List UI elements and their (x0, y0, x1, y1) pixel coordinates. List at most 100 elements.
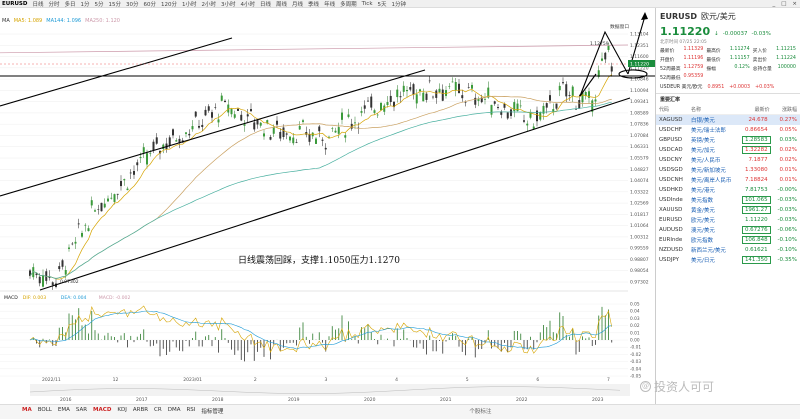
y-tick-label: 1.11600 (630, 54, 649, 60)
toolbar-item[interactable]: 周线 (276, 1, 288, 8)
x-tick-label: 5 (466, 377, 469, 383)
toolbar-item[interactable]: Tick (361, 0, 373, 7)
rate-pct: 0.27% (779, 117, 797, 123)
rate-row[interactable]: EURInde 欧元指数 106.848 -0.10% (656, 235, 800, 245)
toolbar-item[interactable]: 日线 (260, 1, 272, 8)
rate-pct: -0.03% (777, 197, 797, 203)
price-change: -0.00037 (722, 31, 748, 37)
maximize-icon[interactable]: □ (781, 0, 787, 7)
candle-body (357, 127, 360, 129)
minimize-icon[interactable]: _ (772, 0, 776, 7)
candle-body (185, 132, 187, 134)
indicator-tab[interactable]: CR (154, 407, 162, 413)
stat-value: 1.11274 (729, 47, 750, 52)
close-icon[interactable]: × (792, 0, 797, 7)
candle-body (168, 137, 171, 146)
candle-body (510, 109, 512, 116)
toolbar-item[interactable]: 多周期 (340, 1, 357, 8)
toolbar-item[interactable]: 分时 (48, 1, 60, 8)
candle-body (432, 96, 434, 98)
indicator-tab[interactable]: BOLL (37, 407, 52, 413)
candle-body (116, 193, 119, 195)
candle-body (415, 94, 418, 104)
column-header[interactable]: 最新价 (737, 105, 773, 115)
toolbar-item[interactable]: 5分 (94, 1, 104, 8)
indicator-tab[interactable]: KDJ (117, 407, 127, 413)
toolbar-symbol[interactable]: EURUSD (2, 0, 28, 7)
channel-upper-top (0, 37, 233, 107)
ref-item: +0.0003 (729, 85, 751, 90)
indicator-tab[interactable]: MACD (93, 407, 112, 413)
y-tick-label: 1.07836 (630, 122, 649, 128)
toolbar-item[interactable]: 日线 (32, 1, 44, 8)
rate-row[interactable]: GBPUSD 英镑/美元 1.28583 0.03% (656, 135, 800, 145)
indicator-tab[interactable]: 指标管理 (201, 409, 224, 415)
rate-row[interactable]: XAGUSD 白银/美元 24.678 0.27% (656, 114, 800, 125)
rate-row[interactable]: USDCAD 美元/加元 1.32282 0.02% (656, 145, 800, 155)
indicator-tab[interactable]: EMA (57, 407, 70, 413)
toolbar-item[interactable]: 4小时 (240, 1, 256, 8)
toolbar-item[interactable]: 年线 (324, 1, 336, 8)
high-label: 1.12759 (590, 41, 609, 47)
toolbar-item[interactable]: 3小时 (221, 1, 236, 8)
column-header[interactable]: 涨跌幅 (772, 105, 800, 115)
rate-row[interactable]: USDCNH 美元/离岸人民币 7.18824 0.01% (656, 175, 800, 185)
toolbar-item[interactable]: 月线 (292, 1, 304, 8)
rate-row[interactable]: NZDUSD 新西兰元/美元 0.61621 -0.10% (656, 245, 800, 255)
candlestick-chart[interactable]: 1.131041.123511.116001.112201.108461.100… (0, 8, 655, 404)
toolbar-item[interactable]: 多日 (64, 1, 76, 8)
column-header[interactable]: 名称 (687, 105, 738, 115)
toolbar-item[interactable]: 2小时 (201, 1, 217, 8)
candle-body (337, 127, 340, 134)
annotation-toggle[interactable]: 个股标注 (469, 409, 492, 415)
rate-row[interactable]: XAUUSD 黄金/美元 1961.27 -0.03% (656, 205, 800, 215)
rate-price: 0.61621 (744, 247, 768, 253)
indicator-tab[interactable]: DMA (167, 407, 181, 413)
rate-code: XAUUSD (659, 207, 683, 213)
symbol-name: 欧元/美元 (701, 12, 736, 21)
candle-body (58, 266, 61, 270)
candle-body (220, 95, 223, 101)
indicator-tab[interactable]: ARBR (132, 407, 149, 413)
rate-code: EURUSD (659, 217, 683, 223)
candle-body (302, 120, 304, 122)
indicator-tab[interactable]: SAR (75, 407, 88, 413)
candle-body (292, 137, 295, 144)
rate-price: 7.1877 (748, 157, 768, 163)
toolbar-item[interactable]: 120分 (161, 1, 177, 8)
candle-body (519, 105, 522, 107)
candle-body (594, 99, 597, 102)
rate-row[interactable]: USDJPY 美元/日元 141.350 -0.35% (656, 255, 800, 265)
x-tick-label: 7 (607, 377, 610, 383)
toolbar-item[interactable]: 15分 (108, 1, 122, 8)
column-header[interactable]: 代码 (656, 105, 688, 115)
rate-row[interactable]: EURUSD 欧元/美元 1.11220 -0.03% (656, 215, 800, 225)
rate-row[interactable]: USDCNY 美元/人民币 7.1877 0.02% (656, 155, 800, 165)
indicator-tab[interactable]: RSI (186, 407, 196, 413)
rate-row[interactable]: USDCHF 美元/瑞士法郎 0.86654 0.05% (656, 125, 800, 135)
x-tick-label: 6 (536, 377, 539, 383)
rate-row[interactable]: AUDUSD 澳元/美元 0.67276 -0.06% (656, 225, 800, 235)
toolbar-item[interactable]: 60分 (143, 1, 157, 8)
candle-body (435, 90, 438, 98)
rate-row[interactable]: USDHKD 美元/港元 7.81753 -0.00% (656, 185, 800, 195)
main-chart[interactable]: 1.131041.123511.116001.112201.108461.100… (0, 8, 655, 404)
stat-label: 最新价 (660, 49, 675, 54)
toolbar-item[interactable]: 季线 (308, 1, 320, 8)
toolbar-item[interactable]: 1分 (80, 1, 90, 8)
indicator-tab[interactable]: MA (22, 407, 32, 413)
toolbar-item[interactable]: 1小时 (182, 1, 197, 8)
candle-body (172, 129, 174, 136)
rate-row[interactable]: USDInde 美元指数 101.065 -0.03% (656, 195, 800, 205)
table-header: 代码 名称 最新价 涨跌幅 (656, 105, 800, 115)
rate-pct: -0.10% (777, 247, 797, 253)
candle-body (263, 133, 265, 137)
rate-row[interactable]: USDSGD 美元/新加坡元 1.33080 0.01% (656, 165, 800, 175)
macd-y-tick: -0.01 (630, 345, 641, 351)
toolbar-item[interactable]: 5天 (377, 1, 387, 8)
toolbar-item[interactable]: 30分 (126, 1, 139, 8)
ref-item: USDEUR 美元/欧元 (660, 85, 703, 90)
toolbar-item[interactable]: 1分钟 (391, 1, 407, 8)
quote-panel: EURUSD 欧元/美元 1.11220 ↓ -0.00037 -0.03% 北… (655, 8, 800, 404)
macd-y-tick: 0.00 (630, 338, 640, 344)
